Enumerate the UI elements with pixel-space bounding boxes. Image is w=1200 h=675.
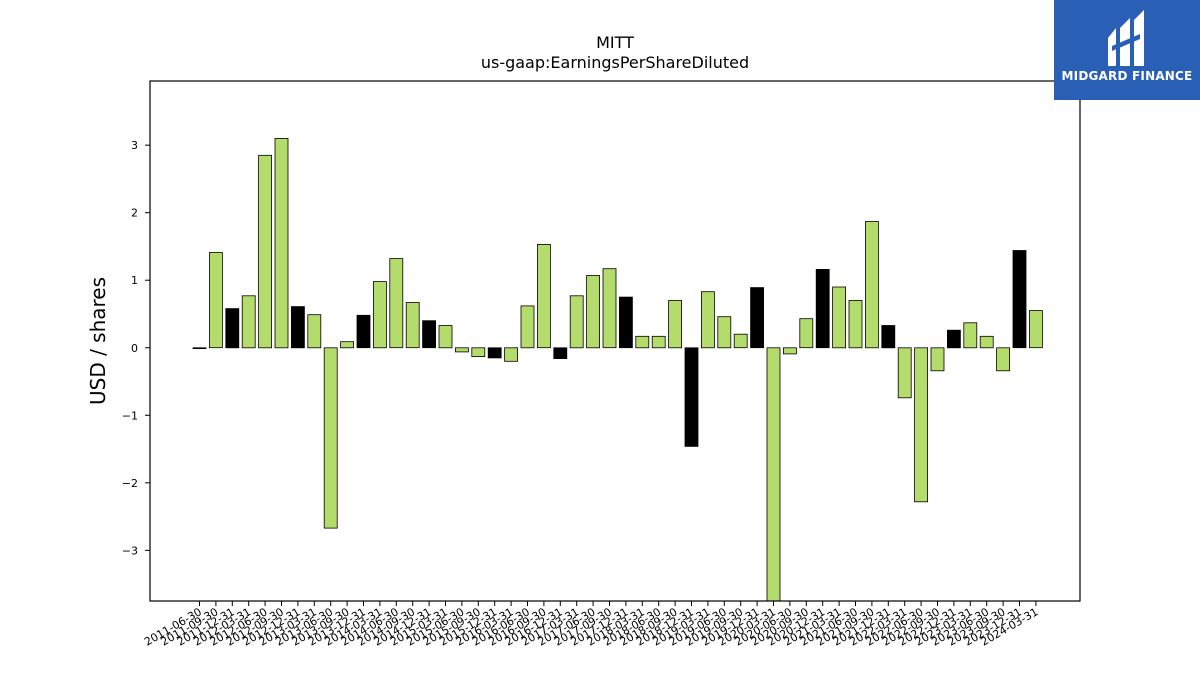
bar-2022-06-30 — [914, 347, 928, 503]
bars-group — [192, 137, 1043, 602]
bar-2019-09-30 — [733, 333, 748, 349]
bar-2012-12-31 — [290, 306, 305, 349]
y-tick-label: 1 — [131, 274, 138, 287]
bar-2015-03-31 — [438, 325, 453, 349]
bar-2024-03-31 — [1029, 310, 1043, 349]
bar-2017-03-31 — [569, 295, 584, 349]
bar-2015-06-30 — [454, 347, 469, 353]
bar-2020-03-31 — [766, 347, 781, 602]
y-tick-label: −2 — [122, 477, 138, 490]
y-tick-label: 0 — [131, 342, 138, 355]
bar-2016-03-31 — [504, 347, 519, 362]
bar-2019-12-31 — [750, 287, 764, 349]
bar-2013-03-31 — [307, 314, 322, 349]
bar-2011-06-30 — [192, 347, 207, 349]
bar-2023-12-31 — [1012, 250, 1027, 349]
bar-2015-09-30 — [471, 347, 486, 357]
bar-2021-06-30 — [848, 300, 863, 349]
bar-2020-12-31 — [815, 268, 830, 349]
bar-2014-09-30 — [405, 302, 420, 349]
bar-2013-12-31 — [356, 314, 371, 349]
bar-2021-03-31 — [832, 286, 846, 349]
brand-logo: MIDGARD FINANCE — [1054, 0, 1200, 100]
bar-2016-09-30 — [537, 243, 551, 349]
bar-2020-06-30 — [783, 347, 797, 355]
bar-2017-12-31 — [619, 296, 633, 349]
midgard-logo-icon — [1108, 10, 1144, 66]
y-tick-label: −3 — [122, 544, 138, 557]
bar-2013-06-30 — [323, 347, 338, 529]
bar-2014-06-30 — [389, 258, 404, 349]
bar-2012-06-30 — [258, 154, 273, 349]
y-ticks-group: −3 −2 −1 0 1 2 3 — [122, 139, 150, 557]
bar-2013-09-30 — [340, 341, 355, 349]
bar-2021-12-31 — [881, 325, 896, 349]
y-tick-label: 3 — [131, 139, 138, 152]
bar-2019-06-30 — [717, 316, 732, 349]
y-tick-label: −1 — [122, 409, 138, 422]
chart-subtitle: us-gaap:EarningsPerShareDiluted — [481, 53, 749, 72]
bar-2018-12-31 — [684, 347, 699, 447]
x-ticks-group: 2011-06-302011-09-302011-12-312012-03-31… — [142, 601, 1040, 649]
brand-name: MIDGARD FINANCE — [1061, 69, 1193, 83]
y-tick-label: 2 — [131, 207, 138, 220]
bar-2014-12-31 — [422, 320, 437, 349]
bar-2023-09-30 — [996, 347, 1010, 372]
bar-2022-09-30 — [930, 347, 945, 372]
bar-2018-06-30 — [651, 335, 666, 349]
y-axis-label: USD / shares — [86, 277, 110, 405]
bar-2018-03-31 — [635, 335, 650, 349]
bar-2012-03-31 — [241, 295, 256, 349]
bar-2020-09-30 — [799, 318, 814, 349]
bar-2017-09-30 — [602, 268, 617, 349]
bar-2022-12-31 — [947, 329, 961, 349]
bar-2021-09-30 — [865, 221, 879, 349]
bar-2015-12-31 — [487, 347, 502, 359]
plot-frame — [149, 80, 1081, 602]
bar-2022-03-31 — [897, 347, 912, 399]
bar-2014-03-31 — [372, 281, 387, 349]
bar-2017-06-30 — [586, 275, 600, 349]
bar-2023-03-31 — [963, 322, 978, 349]
bar-2012-09-30 — [274, 137, 289, 349]
bar-2019-03-31 — [701, 291, 715, 349]
bar-2011-12-31 — [225, 308, 240, 349]
bar-2011-09-30 — [208, 252, 223, 349]
bar-2016-06-30 — [520, 305, 535, 349]
bar-2016-12-31 — [553, 347, 568, 359]
bar-2018-09-30 — [668, 300, 682, 349]
chart-title: MITT — [596, 33, 634, 52]
bar-2023-06-30 — [979, 335, 994, 349]
